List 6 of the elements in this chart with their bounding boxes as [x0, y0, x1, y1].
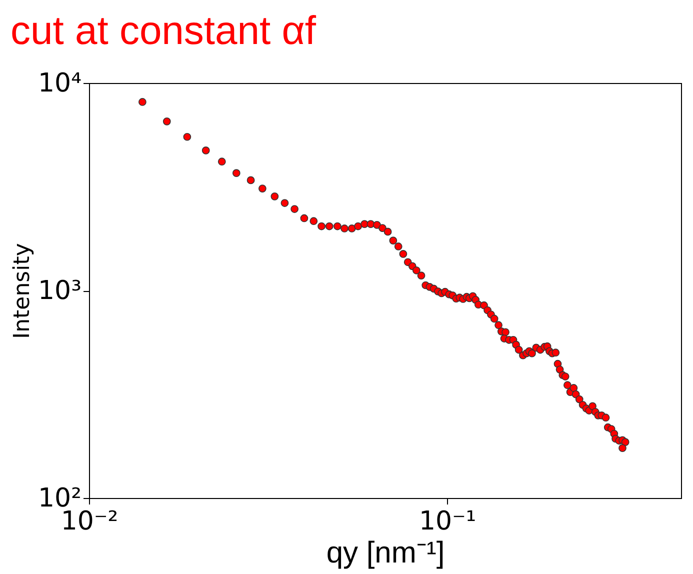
chart-title: cut at constant αf: [10, 9, 317, 53]
y-tick-label: 10³: [38, 276, 82, 306]
x-axis-title: qy [nm⁻¹]: [326, 536, 445, 570]
x-tick-label: 10⁻¹: [418, 506, 476, 536]
y-tick-label: 10⁴: [38, 68, 82, 98]
y-axis-title: Intensity: [10, 243, 35, 339]
